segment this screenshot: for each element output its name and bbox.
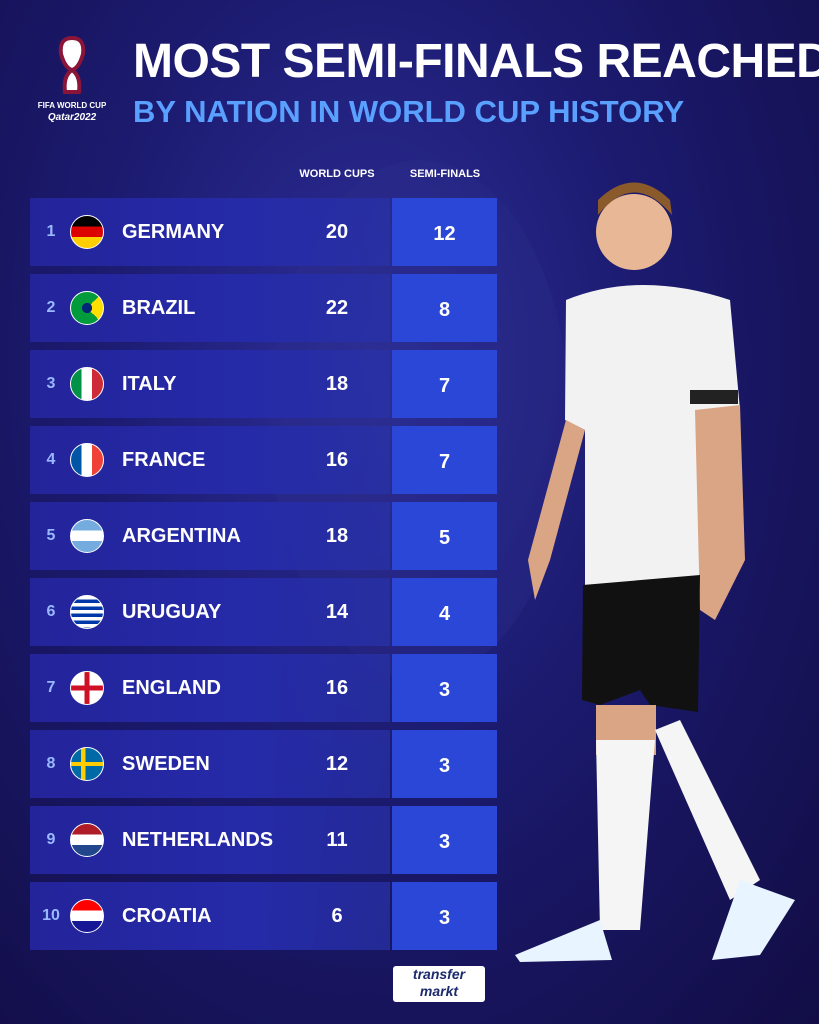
semi-finals-cell	[392, 654, 497, 722]
flag	[70, 747, 104, 781]
flag	[70, 291, 104, 325]
rank: 6	[46, 603, 56, 620]
semi-finals: 7	[438, 375, 451, 397]
world-cups: 18	[325, 373, 349, 395]
flag	[70, 595, 104, 629]
rank: 9	[46, 831, 56, 848]
logo-text: Qatar2022	[47, 112, 97, 123]
logo-text: FIFA WORLD CUP	[37, 101, 107, 110]
brand-text: markt	[419, 983, 459, 999]
brand-text: transfer	[412, 966, 466, 982]
semi-finals-cell	[392, 502, 497, 570]
brand-logo: transfer markt	[393, 966, 485, 1002]
semi-finals: 8	[438, 299, 451, 321]
column-header: WORLD CUPS	[299, 168, 375, 180]
world-cups: 22	[325, 297, 349, 319]
flag	[70, 823, 104, 857]
rank: 7	[46, 679, 56, 696]
semi-finals: 3	[438, 907, 451, 929]
rank: 4	[46, 451, 56, 468]
world-cups: 20	[325, 221, 349, 243]
flag	[70, 671, 104, 705]
country: URUGUAY	[122, 601, 222, 623]
rank: 2	[46, 299, 56, 316]
semi-finals: 7	[438, 451, 451, 473]
column-header: SEMI-FINALS	[409, 168, 481, 180]
country: CROATIA	[122, 905, 212, 927]
flag	[70, 443, 104, 477]
semi-finals-cell	[392, 274, 497, 342]
rank: 3	[46, 375, 56, 392]
country: ENGLAND	[122, 677, 221, 699]
subtitle: BY NATION IN WORLD CUP HISTORY	[133, 94, 685, 129]
title: MOST SEMI-FINALS REACHED	[133, 35, 819, 88]
flag	[70, 215, 104, 249]
semi-finals-cell	[392, 426, 497, 494]
flag	[70, 519, 104, 553]
semi-finals: 5	[438, 527, 451, 549]
country: ITALY	[122, 373, 177, 395]
rank: 10	[42, 907, 60, 924]
country: NETHERLANDS	[122, 829, 274, 851]
semi-finals: 12	[433, 223, 456, 245]
semi-finals-cell	[392, 806, 497, 874]
semi-finals-cell	[392, 882, 497, 950]
semi-finals-cell	[392, 350, 497, 418]
rank: 1	[46, 223, 56, 240]
flag	[70, 367, 104, 401]
semi-finals-cell	[392, 578, 497, 646]
world-cups: 11	[326, 829, 348, 851]
rank: 8	[46, 755, 56, 772]
world-cups: 12	[325, 753, 349, 775]
world-cups: 6	[331, 905, 343, 927]
world-cup-logo	[58, 36, 86, 94]
country: SWEDEN	[122, 753, 210, 775]
semi-finals: 3	[438, 755, 451, 777]
country: ARGENTINA	[122, 525, 241, 547]
country: FRANCE	[122, 449, 206, 471]
country: BRAZIL	[122, 297, 196, 319]
semi-finals: 4	[438, 603, 451, 625]
semi-finals-cell	[392, 730, 497, 798]
semi-finals: 3	[438, 831, 451, 853]
semi-finals-cell	[392, 198, 497, 266]
semi-finals: 3	[438, 679, 451, 701]
rank: 5	[46, 527, 56, 544]
world-cups: 16	[325, 677, 349, 699]
world-cups: 14	[325, 601, 349, 623]
flag	[70, 899, 104, 933]
world-cups: 18	[325, 525, 349, 547]
country: GERMANY	[122, 221, 225, 243]
world-cups: 16	[325, 449, 349, 471]
